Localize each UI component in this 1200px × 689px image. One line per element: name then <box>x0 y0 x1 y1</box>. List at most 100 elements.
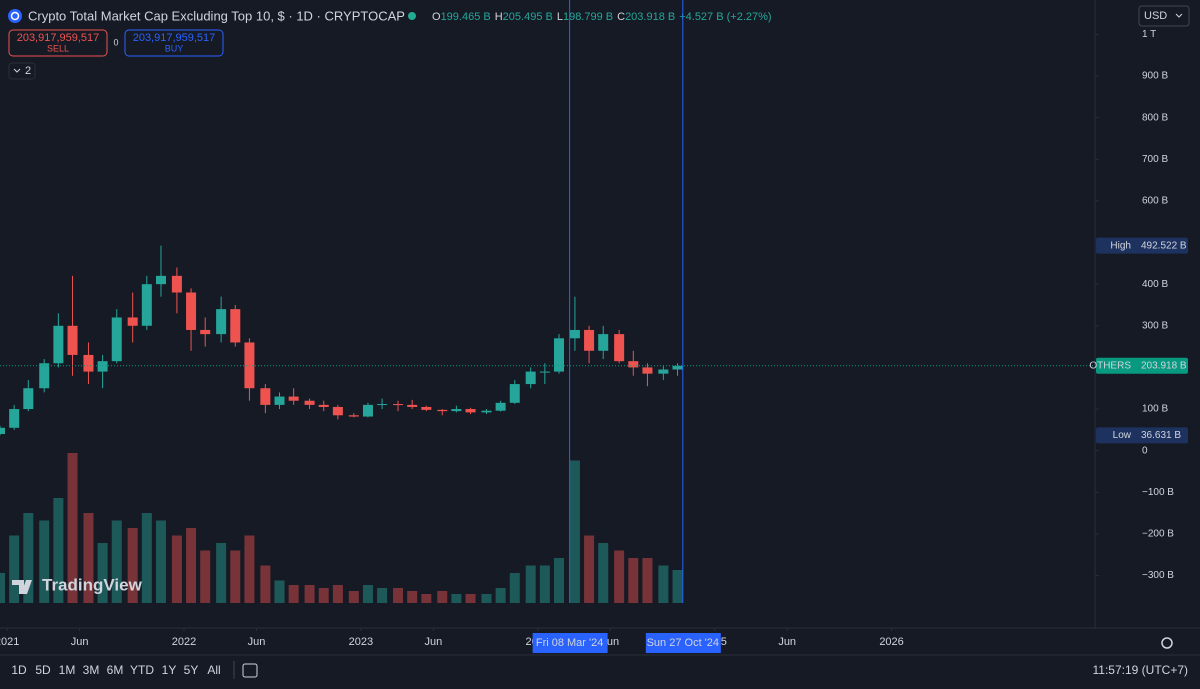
candle-body <box>658 369 669 374</box>
settings-icon[interactable] <box>1161 637 1173 649</box>
volume-bar <box>304 585 315 603</box>
range-button[interactable]: 1D <box>11 663 27 677</box>
plot-area <box>0 245 1095 603</box>
price-label-name: OTHERS <box>1089 360 1131 371</box>
range-button[interactable]: 1Y <box>162 663 177 677</box>
ohlc-label: O <box>432 11 441 23</box>
candle-body <box>230 309 241 343</box>
y-tick-label: 800 B <box>1142 112 1168 123</box>
range-button[interactable]: 5D <box>35 663 51 677</box>
price-label-box <box>1096 357 1188 374</box>
volume-bar <box>155 520 166 603</box>
buy-label[interactable]: BUY <box>165 43 184 53</box>
volume-bar <box>53 498 64 603</box>
symbol-title[interactable]: Crypto Total Market Cap Excluding Top 10… <box>28 8 405 23</box>
volume-bar <box>553 558 564 603</box>
currency-button[interactable] <box>1138 5 1190 27</box>
x-tick-label: 2022 <box>172 636 196 648</box>
candle-body <box>155 275 166 285</box>
ohlc-value: 198.799 B <box>563 11 613 23</box>
candle-body <box>377 404 388 406</box>
volume-bar <box>437 591 448 603</box>
volume-bar <box>141 513 152 603</box>
clock[interactable]: 11:57:19 (UTC+7) <box>1093 663 1189 677</box>
candle-body <box>141 284 152 326</box>
volume-bar <box>186 528 197 603</box>
y-tick-label: 100 B <box>1142 404 1168 415</box>
candle-body <box>628 361 639 368</box>
x-tick-label: Jun <box>71 636 89 648</box>
sell-button[interactable] <box>8 29 108 57</box>
price-label-value: 492.522 B <box>1141 240 1187 251</box>
volume-bar <box>525 565 536 603</box>
price-label-name: Low <box>1113 430 1132 441</box>
volume-bar <box>628 558 639 603</box>
currency-caret <box>1175 13 1183 18</box>
sell-price[interactable]: 203,917,959,517 <box>17 32 100 44</box>
range-button[interactable]: 5Y <box>184 663 199 677</box>
volume-bar <box>393 588 404 603</box>
volume-bar <box>348 591 359 603</box>
candle-body <box>332 406 343 416</box>
ohlc-label: H <box>495 11 503 23</box>
volume-bar <box>0 573 5 603</box>
candle-body <box>539 371 550 373</box>
candle-body <box>362 404 373 417</box>
candle-body <box>288 396 299 401</box>
ohlc-value: 199.465 B <box>441 11 491 23</box>
sell-label[interactable]: SELL <box>47 43 69 53</box>
volume-bar <box>481 594 492 603</box>
candle-body <box>553 338 564 372</box>
volume-bar <box>539 565 550 603</box>
volume-bar <box>332 585 343 603</box>
ohlc-value: 203.918 B <box>625 11 675 23</box>
candle-body <box>437 409 448 412</box>
candle-body <box>67 325 78 355</box>
candle-body <box>509 384 520 403</box>
volume-bar <box>569 460 580 603</box>
candle-body <box>83 354 94 372</box>
candle-body <box>672 365 683 370</box>
ohlc-label: L <box>557 11 563 23</box>
candle-body <box>97 361 108 372</box>
candle-body <box>569 329 580 339</box>
watermark-text: TradingView <box>42 575 143 594</box>
volume-bar <box>260 565 271 603</box>
date-range-icon[interactable] <box>242 663 258 678</box>
candle-body <box>481 410 492 413</box>
x-tick-label: 2023 <box>349 636 373 648</box>
y-tick-label: −100 B <box>1142 487 1174 498</box>
volume-bar <box>244 535 255 603</box>
volume-bar <box>642 558 653 603</box>
range-button[interactable]: YTD <box>130 663 154 677</box>
range-button[interactable]: 6M <box>107 663 124 677</box>
ohlc-value: 205.495 B <box>503 11 553 23</box>
buy-button[interactable] <box>124 29 224 57</box>
candle-body <box>451 409 462 412</box>
indicators-count[interactable]: 2 <box>25 65 31 77</box>
symbol-logo-mark <box>10 11 20 21</box>
candle-body <box>495 402 506 411</box>
volume-bar <box>97 543 108 603</box>
volume-bar <box>23 513 34 603</box>
currency-label[interactable]: USD <box>1144 10 1167 22</box>
x-tick-label: 2026 <box>879 636 903 648</box>
ohlc-label: C <box>617 11 625 23</box>
volume-bar <box>377 588 388 603</box>
market-status[interactable] <box>408 12 416 20</box>
candle-body <box>53 325 64 364</box>
volume-bar <box>9 535 20 603</box>
crosshair-label: Fri 08 Mar '24 <box>536 637 604 649</box>
volume-bar <box>83 513 94 603</box>
range-button[interactable]: 1M <box>59 663 76 677</box>
candle-body <box>200 329 211 335</box>
range-button[interactable]: 3M <box>83 663 100 677</box>
y-tick-label: 900 B <box>1142 71 1168 82</box>
volume-bar <box>495 588 506 603</box>
buy-price[interactable]: 203,917,959,517 <box>133 32 216 44</box>
indicators-toggle[interactable] <box>8 62 36 80</box>
y-tick-label: 700 B <box>1142 154 1168 165</box>
range-button[interactable]: All <box>207 663 220 677</box>
y-tick-label: 600 B <box>1142 196 1168 207</box>
